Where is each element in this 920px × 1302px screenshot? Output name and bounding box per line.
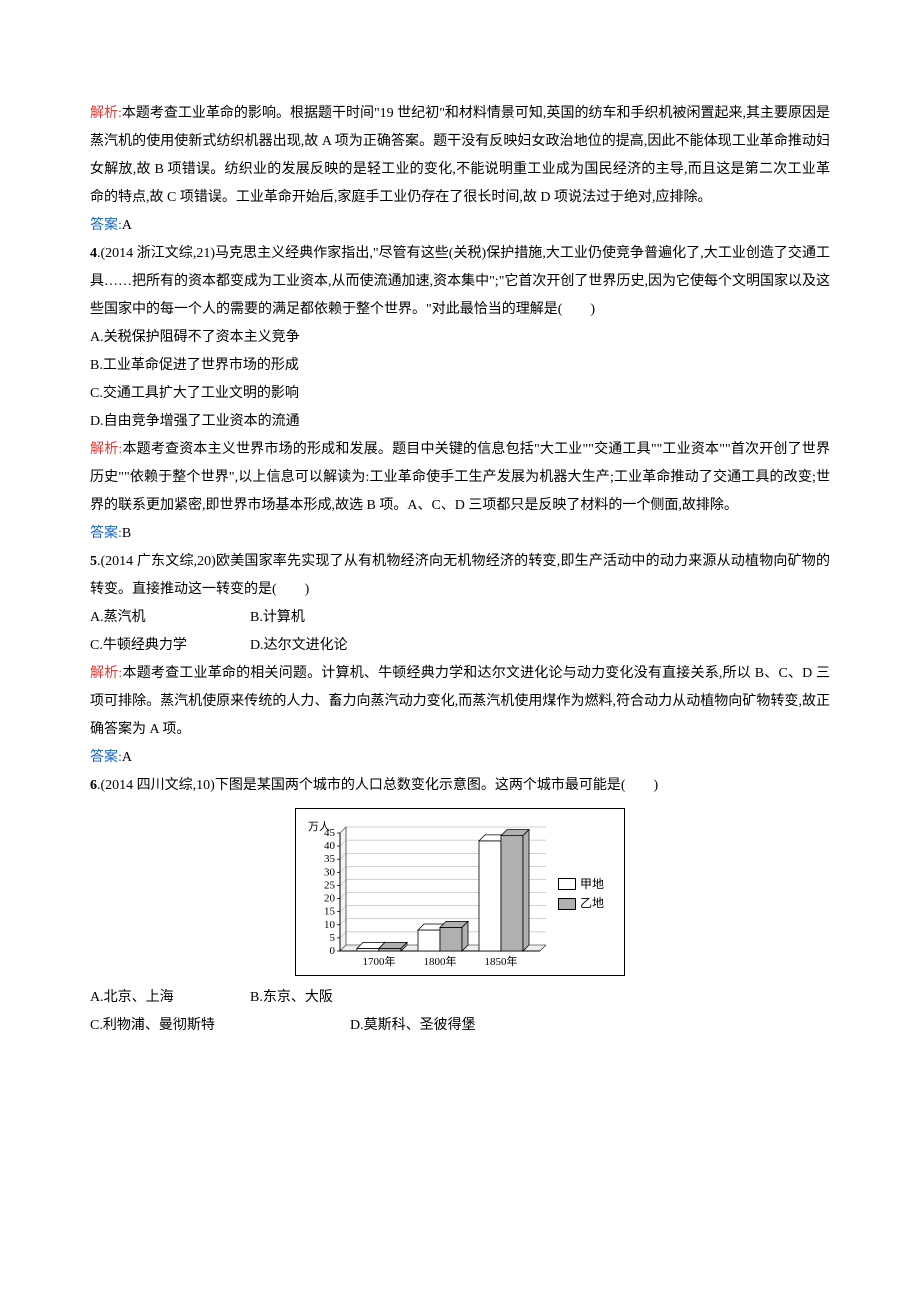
q4-stem: 4.(2014 浙江文综,21)马克思主义经典作家指出,"尽管有这些(关税)保护… [90, 240, 830, 324]
legend-swatch-jia [558, 878, 576, 890]
daan-label: 答案: [90, 218, 122, 233]
daan-label: 答案: [90, 750, 122, 765]
q6-opt-c: C.利物浦、曼彻斯特 [90, 1012, 350, 1040]
q3-jiexi: 解析:本题考查工业革命的影响。根据题干时间"19 世纪初"和材料情景可知,英国的… [90, 100, 830, 212]
q6-opts-row2: C.利物浦、曼彻斯特D.莫斯科、圣彼得堡 [90, 1012, 830, 1040]
q5-jiexi: 解析:本题考查工业革命的相关问题。计算机、牛顿经典力学和达尔文进化论与动力变化没… [90, 660, 830, 744]
chart-legend: 甲地 乙地 [558, 875, 604, 913]
svg-text:0: 0 [329, 945, 335, 957]
svg-text:25: 25 [324, 879, 336, 891]
legend-row-jia: 甲地 [558, 875, 604, 894]
q4-opt-a: A.关税保护阻碍不了资本主义竞争 [90, 324, 830, 352]
q4-source: .(2014 浙江文综,21) [97, 246, 215, 261]
q5-num: 5 [90, 554, 97, 569]
legend-label-yi: 乙地 [580, 894, 604, 913]
q6-opt-d: D.莫斯科、圣彼得堡 [350, 1018, 476, 1033]
q5-opt-c: C.牛顿经典力学 [90, 632, 250, 660]
svg-text:万人: 万人 [308, 820, 330, 833]
svg-text:40: 40 [324, 840, 336, 852]
q4-opt-c: C.交通工具扩大了工业文明的影响 [90, 380, 830, 408]
q4-answer: 答案:B [90, 520, 830, 548]
q6-stem-text: 下图是某国两个城市的人口总数变化示意图。这两个城市最可能是( ) [215, 778, 658, 793]
q5-answer: 答案:A [90, 744, 830, 772]
daan-value: B [122, 526, 131, 541]
q5-opts-row1: A.蒸汽机B.计算机 [90, 604, 830, 632]
q5-source: .(2014 广东文综,20) [97, 554, 216, 569]
q6-num: 6 [90, 778, 97, 793]
q5-stem: 5.(2014 广东文综,20)欧美国家率先实现了从有机物经济向无机物经济的转变… [90, 548, 830, 604]
q3-answer: 答案:A [90, 212, 830, 240]
q6-source: .(2014 四川文综,10) [97, 778, 215, 793]
daan-value: A [122, 750, 132, 765]
q5-opt-a: A.蒸汽机 [90, 604, 250, 632]
daan-value: A [122, 218, 132, 233]
q6-opts-row1: A.北京、上海B.东京、大阪 [90, 984, 830, 1012]
q4-num: 4 [90, 246, 97, 261]
q6-chart-container: 051015202530354045万人1700年1800年1850年 甲地 乙… [90, 808, 830, 976]
legend-swatch-yi [558, 898, 576, 910]
jiexi-text: 本题考查资本主义世界市场的形成和发展。题目中关键的信息包括"大工业""交通工具"… [90, 442, 830, 513]
q4-opt-d: D.自由竞争增强了工业资本的流通 [90, 408, 830, 436]
svg-text:20: 20 [324, 893, 336, 905]
legend-row-yi: 乙地 [558, 894, 604, 913]
q5-opt-b: B.计算机 [250, 610, 305, 625]
daan-label: 答案: [90, 526, 122, 541]
svg-text:1850年: 1850年 [484, 954, 517, 968]
jiexi-text: 本题考查工业革命的影响。根据题干时间"19 世纪初"和材料情景可知,英国的纺车和… [90, 106, 830, 205]
q5-opt-d: D.达尔文进化论 [250, 638, 348, 653]
svg-text:1800年: 1800年 [423, 954, 456, 968]
jiexi-label: 解析: [90, 666, 122, 681]
svg-text:15: 15 [324, 906, 336, 918]
jiexi-text: 本题考查工业革命的相关问题。计算机、牛顿经典力学和达尔文进化论与动力变化没有直接… [90, 666, 830, 737]
q4-opt-b: B.工业革命促进了世界市场的形成 [90, 352, 830, 380]
q5-opts-row2: C.牛顿经典力学D.达尔文进化论 [90, 632, 830, 660]
svg-text:5: 5 [329, 932, 335, 944]
chart-box: 051015202530354045万人1700年1800年1850年 甲地 乙… [295, 808, 625, 976]
q6-opt-a: A.北京、上海 [90, 984, 250, 1012]
svg-text:30: 30 [324, 866, 336, 878]
jiexi-label: 解析: [90, 106, 122, 121]
q6-opt-b: B.东京、大阪 [250, 990, 333, 1005]
population-bar-chart: 051015202530354045万人1700年1800年1850年 [306, 819, 546, 969]
svg-text:1700年: 1700年 [362, 954, 395, 968]
jiexi-label: 解析: [90, 442, 122, 457]
svg-text:10: 10 [324, 919, 336, 931]
legend-label-jia: 甲地 [580, 875, 604, 894]
q4-jiexi: 解析:本题考查资本主义世界市场的形成和发展。题目中关键的信息包括"大工业""交通… [90, 436, 830, 520]
svg-text:35: 35 [324, 853, 336, 865]
q6-stem: 6.(2014 四川文综,10)下图是某国两个城市的人口总数变化示意图。这两个城… [90, 772, 830, 800]
